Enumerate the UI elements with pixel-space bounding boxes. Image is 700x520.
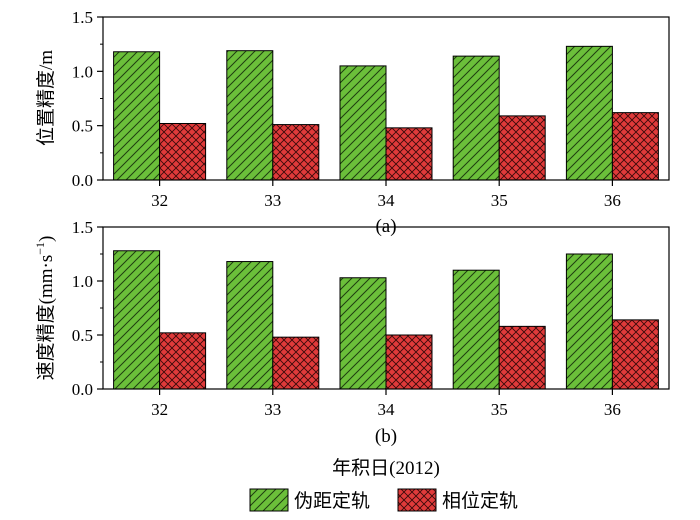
panel-a-chart: 32 33 34 35 360.00.51.01.5 位置精度/m (a) [35, 8, 670, 237]
panel-a-bar-phase-33 [272, 124, 320, 181]
panel-b-y-tick-label: 1.0 [72, 272, 93, 291]
panel-a-bar-pseudorange-35 [452, 55, 500, 181]
panel-a-bar-phase-36 [611, 112, 659, 181]
panel-b-bar-phase-36 [611, 319, 659, 390]
panel-b-x-tick-label: 35 [491, 400, 508, 419]
panel-b-axes: 32 33 34 35 36 0.0 0.5 1.0 1.5 [72, 218, 621, 419]
panel-a-axes: 32 33 34 35 36 0.0 0.5 1.0 1.5 [72, 8, 621, 210]
panel-a-x-tick-label: 34 [378, 191, 396, 210]
panel-a-bar-pseudorange-33 [226, 50, 274, 181]
panel-b-label: (b) [375, 426, 397, 447]
panel-a-bar-phase-34 [385, 127, 433, 181]
legend-swatch-pseudorange [249, 488, 289, 512]
panel-b-x-tick-label: 32 [151, 400, 168, 419]
panel-a-y-tick-label: 0.0 [72, 171, 93, 190]
panel-a-bar-pseudorange-34 [339, 65, 387, 181]
panel-b-bar-pseudorange-32 [113, 250, 161, 390]
panel-a-bar-phase-32 [159, 122, 207, 181]
panel-b-y-tick-label: 0.5 [72, 326, 93, 345]
panel-b-bar-pseudorange-36 [565, 253, 613, 390]
legend: 伪距定轨 相位定轨 [249, 488, 518, 512]
panel-b-bar-phase-34 [385, 334, 433, 390]
panel-b-x-tick-label: 34 [378, 400, 396, 419]
panel-a-bar-phase-35 [498, 115, 546, 181]
panel-a-y-tick-label: 1.5 [72, 8, 93, 27]
panel-b-bars [113, 250, 659, 390]
panel-a-bar-pseudorange-36 [565, 45, 613, 181]
legend-label-pseudorange: 伪距定轨 [294, 490, 370, 512]
panel-b-y-tick-label: 1.5 [72, 218, 93, 237]
panel-b-x-tick-label: 33 [264, 400, 281, 419]
panel-b-bar-phase-33 [272, 336, 320, 390]
panel-b-bar-pseudorange-35 [452, 269, 500, 390]
panel-a-x-tick-label: 35 [491, 191, 508, 210]
panel-b-x-tick-label: 36 [604, 400, 621, 419]
legend-label-phase: 相位定轨 [442, 490, 518, 512]
panel-a-bars [113, 45, 659, 181]
panel-a-x-tick-label: 32 [151, 191, 168, 210]
x-axis-title: 年积日(2012) [332, 457, 440, 479]
panel-b-ylabel-sup: −1 [33, 242, 47, 255]
panel-b-bar-pseudorange-33 [226, 261, 274, 390]
panel-b-ylabel-end: ) [36, 236, 57, 242]
panel-a-bar-pseudorange-32 [113, 51, 161, 181]
panel-b-ylabel: 速度精度(mm·s−1) [33, 236, 57, 381]
panel-b-y-tick-label: 0.0 [72, 380, 93, 399]
panel-b-ylabel-main: 速度精度(mm·s [35, 255, 57, 381]
panel-b-bar-phase-32 [159, 332, 207, 390]
panel-a-y-tick-label: 0.5 [72, 117, 93, 136]
panel-b-bar-phase-35 [498, 325, 546, 390]
panel-b-chart: 32 33 34 35 36 0.0 0.5 1.0 1.5 速度精度(mm·s−1) (b) [33, 218, 670, 447]
legend-swatch-phase [397, 488, 437, 512]
panel-a-x-tick-label: 36 [604, 191, 621, 210]
panel-a-y-tick-label: 1.0 [72, 62, 93, 81]
panel-b-bar-pseudorange-34 [339, 277, 387, 390]
panel-a-ylabel: 位置精度/m [35, 50, 57, 146]
panel-a-x-tick-label: 33 [264, 191, 281, 210]
